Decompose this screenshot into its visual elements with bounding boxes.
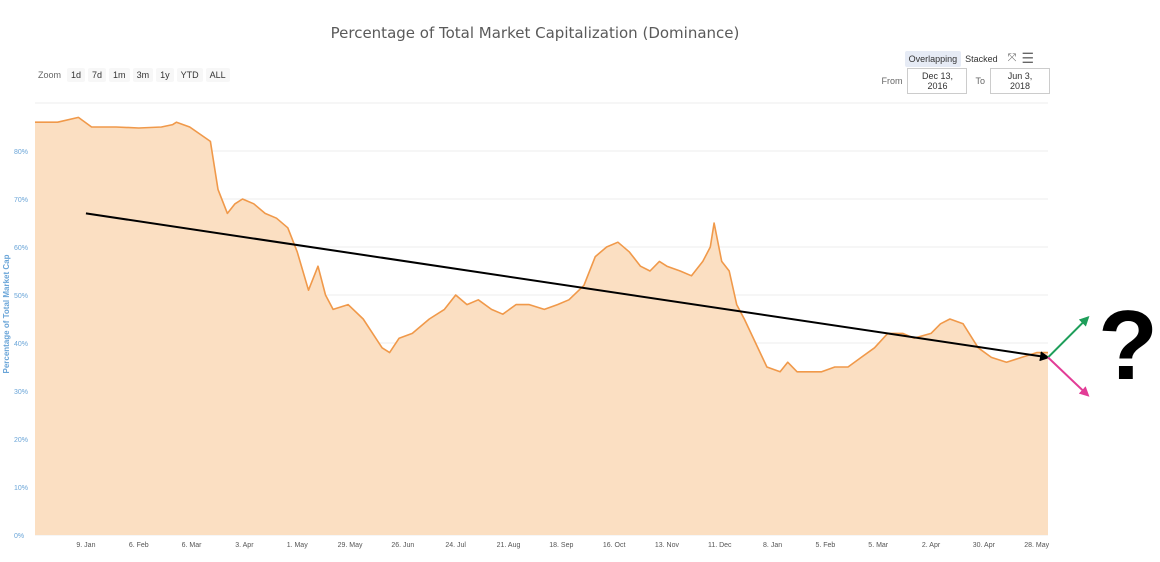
x-tick-label: 21. Aug	[497, 542, 521, 549]
zoom-label: Zoom	[38, 70, 62, 80]
x-tick-label: 11. Dec	[708, 542, 732, 549]
zoom-3m-button[interactable]: 3m	[132, 68, 154, 82]
zoom-ytd-button[interactable]: YTD	[176, 68, 203, 82]
y-tick-label: 60%	[14, 245, 28, 252]
zoom-1d-button[interactable]: 1d	[67, 68, 86, 82]
x-tick-label: 9. Jan	[76, 542, 95, 549]
zoom-7d-button[interactable]: 7d	[88, 68, 107, 82]
annotation-layer	[85, 212, 1090, 397]
x-axis-ticks: 9. Jan 6. Feb 6. Mar 3. Apr 1. May 29. May 26.…	[76, 542, 1049, 549]
fullscreen-icon[interactable]: ⤧	[1007, 52, 1017, 64]
x-tick-label: 3. Apr	[235, 542, 254, 549]
view-toggle: Overlapping Stacked ⤧ ☰	[904, 50, 1034, 67]
x-tick-label: 26. Jun	[391, 542, 414, 549]
trend-line-arrow	[85, 212, 1050, 362]
stacked-button[interactable]: Stacked	[965, 53, 998, 64]
x-tick-label: 2. Apr	[922, 542, 941, 549]
chart-title: Percentage of Total Market Capitalizatio…	[330, 24, 740, 42]
x-tick-label: 16. Oct	[603, 542, 626, 549]
y-tick-label: 10%	[14, 485, 28, 492]
x-tick-label: 13. Nov	[655, 542, 680, 549]
zoom-all-button[interactable]: ALL	[205, 68, 230, 82]
series-area	[35, 117, 1048, 536]
y-tick-label: 30%	[14, 389, 28, 396]
series-line	[35, 116, 1048, 373]
to-date-input[interactable]: Jun 3, 2018	[990, 68, 1050, 94]
zoom-1m-button[interactable]: 1m	[109, 68, 130, 82]
y-axis-ticks: 0% 10% 20% 30% 40% 50% 60% 70% 80%	[14, 149, 28, 540]
x-tick-label: 24. Jul	[445, 542, 466, 549]
date-range-selector: From Dec 13, 2016 To Jun 3, 2018	[881, 68, 1050, 94]
x-tick-label: 8. Jan	[763, 542, 782, 549]
x-tick-label: 1. May	[287, 542, 309, 549]
x-tick-label: 6. Mar	[182, 542, 203, 549]
x-tick-label: 28. May	[1024, 542, 1049, 549]
to-label: To	[975, 76, 985, 86]
x-tick-label: 6. Feb	[129, 542, 149, 549]
question-mark-annotation: ?	[1098, 290, 1158, 400]
x-tick-label: 5. Mar	[868, 542, 889, 549]
y-tick-label: 0%	[14, 533, 24, 540]
up-arrow	[1047, 315, 1090, 359]
overlapping-button[interactable]: Overlapping	[904, 50, 962, 67]
y-tick-label: 50%	[14, 293, 28, 300]
y-tick-label: 40%	[14, 341, 28, 348]
y-tick-label: 70%	[14, 197, 28, 204]
from-label: From	[881, 76, 903, 86]
x-tick-label: 5. Feb	[815, 542, 835, 549]
from-date-input[interactable]: Dec 13, 2016	[907, 68, 968, 94]
x-tick-label: 29. May	[338, 542, 363, 549]
area-series	[35, 116, 1048, 536]
y-axis-label: Percentage of Total Market Cap	[2, 254, 11, 373]
y-tick-label: 80%	[14, 149, 28, 156]
zoom-1y-button[interactable]: 1y	[156, 68, 174, 82]
down-arrow	[1047, 356, 1090, 397]
x-tick-label: 18. Sep	[549, 542, 573, 549]
x-tick-label: 30. Apr	[973, 542, 996, 549]
zoom-bar: Zoom 1d 7d 1m 3m 1y YTD ALL	[38, 68, 233, 82]
hamburger-menu-icon[interactable]: ☰	[1021, 50, 1034, 66]
y-tick-label: 20%	[14, 437, 28, 444]
